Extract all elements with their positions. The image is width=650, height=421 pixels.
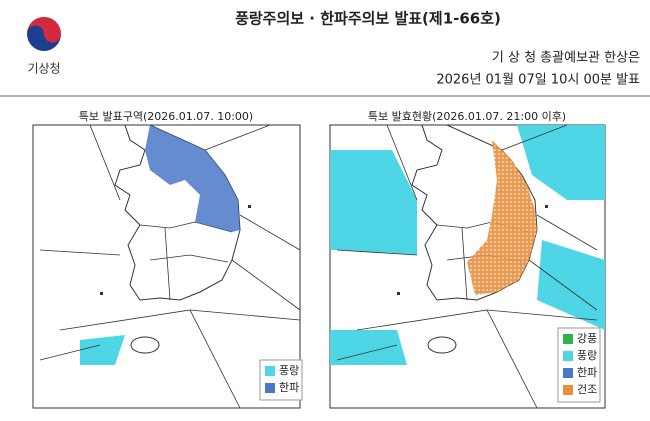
logo-mark-top [27,17,61,43]
logo-text: 기상청 [27,62,60,76]
map-title: 특보 발표구역(2026.01.07. 10:00) [79,110,253,123]
legend-label: 건조 [577,383,597,396]
legend-label: 한파 [577,366,597,379]
map-title: 특보 발효현황(2026.01.07. 21:00 이후) [368,110,566,123]
legend-swatch [563,351,573,361]
legend-label: 풍랑 [577,349,597,362]
forecaster: 기 상 청 총괄예보관 한상은 [492,51,640,66]
legend-label: 한파 [279,381,299,394]
legend-swatch [265,383,275,393]
legend-label: 강풍 [577,332,597,345]
legend-label: 풍랑 [279,364,299,377]
left-map [32,124,301,409]
legend-swatch [563,334,573,344]
legend-swatch [265,366,275,376]
issued: 2026년 01월 07일 10시 00분 발표 [436,73,640,88]
title: 풍랑주의보 · 한파주의보 발표(제1-66호) [235,10,501,28]
legend-swatch [563,368,573,378]
legend-swatch [563,385,573,395]
